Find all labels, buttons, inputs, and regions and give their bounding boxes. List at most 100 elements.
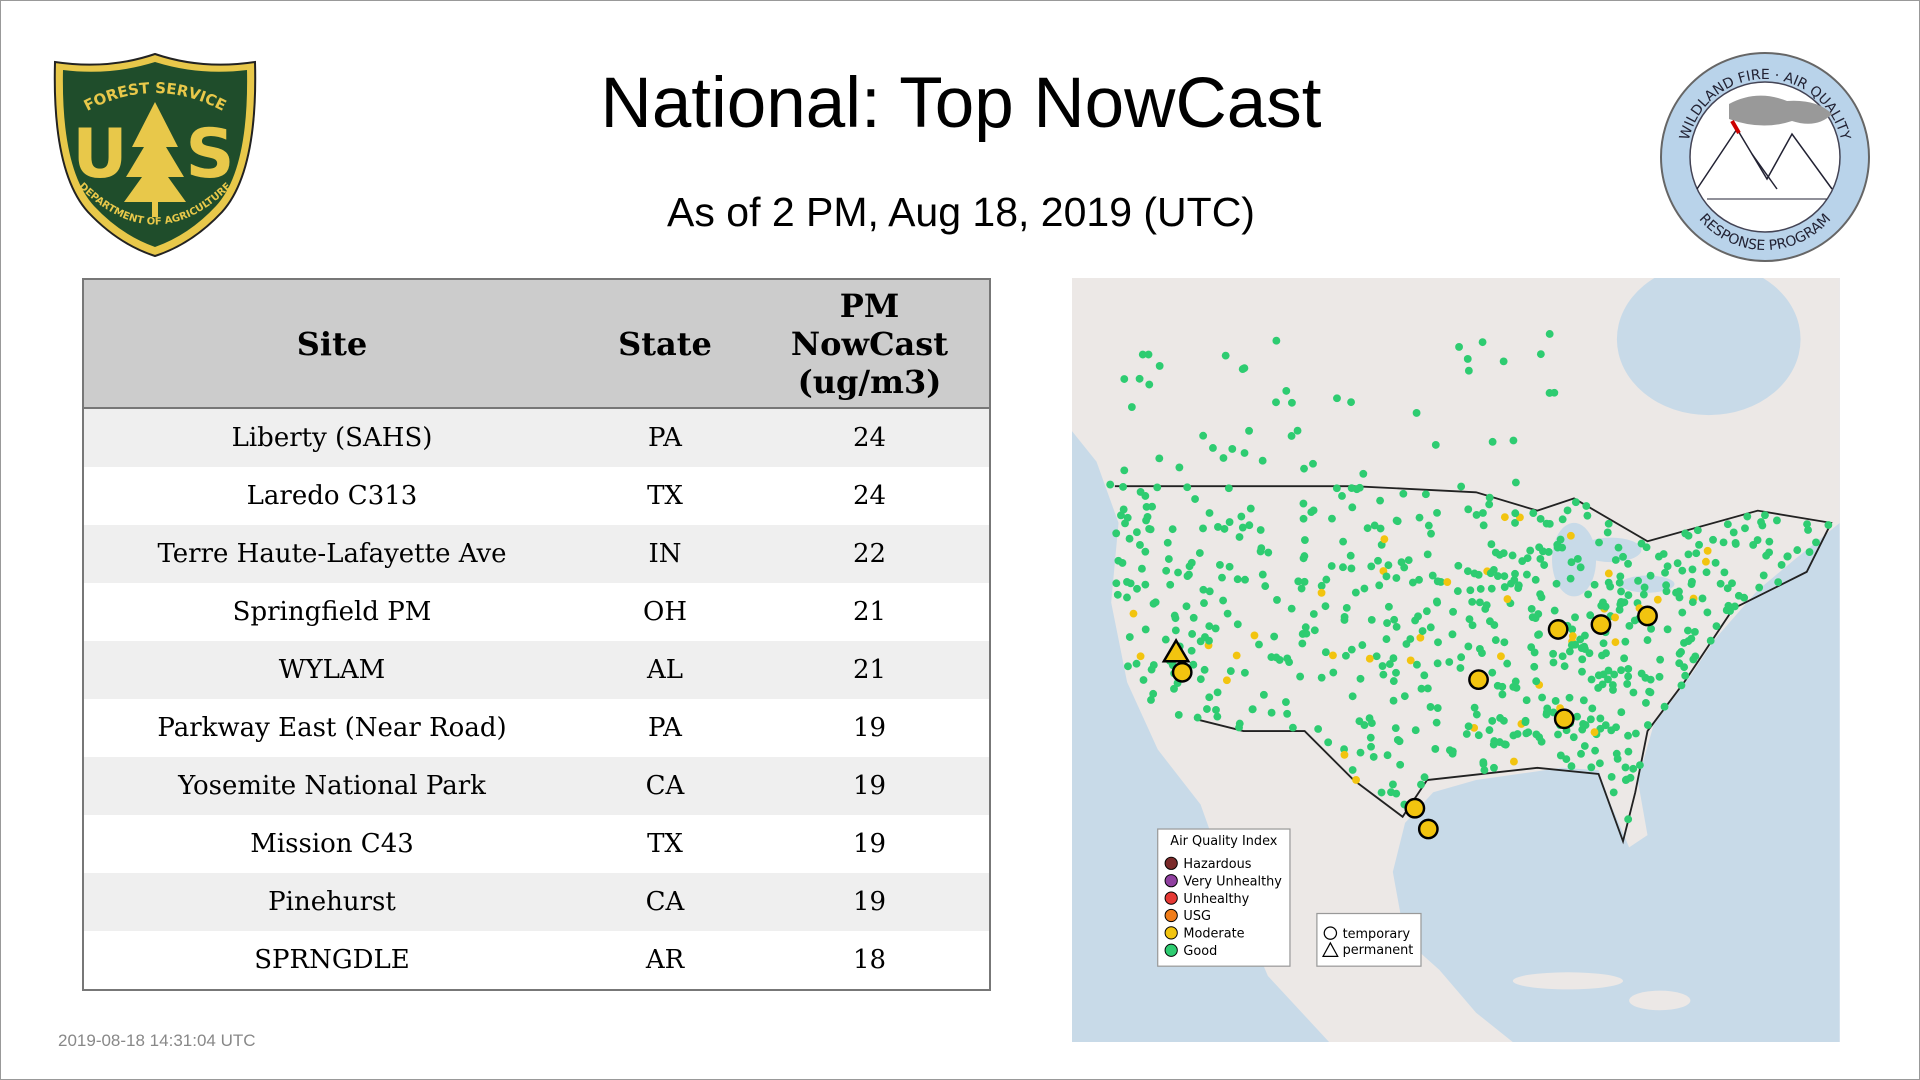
monitor-dot <box>1542 519 1551 528</box>
monitor-dot <box>1428 571 1437 580</box>
monitor-dot <box>1723 584 1732 593</box>
monitor-dot <box>1567 762 1576 771</box>
monitor-dot <box>1379 670 1388 679</box>
monitor-dot <box>1375 581 1384 590</box>
monitor-dot <box>1587 675 1596 684</box>
monitor-dot <box>1488 716 1497 725</box>
monitor-dot <box>1773 516 1781 525</box>
monitor-dot <box>1232 651 1241 660</box>
monitor-dot <box>1261 582 1270 591</box>
monitor-dot <box>1112 529 1121 538</box>
monitor-dot <box>1711 558 1720 567</box>
monitor-dot <box>1457 653 1466 662</box>
monitor-dot <box>1300 536 1309 544</box>
monitor-dot <box>1586 611 1595 620</box>
monitor-dot <box>1702 557 1710 566</box>
table-cell: PA <box>648 713 682 743</box>
monitor-dot <box>1288 723 1297 732</box>
monitor-dot <box>1449 607 1457 616</box>
monitor-dot <box>1634 576 1643 585</box>
monitor-dot <box>1472 511 1481 519</box>
monitor-dot <box>1488 668 1497 677</box>
shape-legend: temporary permanent <box>1316 912 1422 967</box>
monitor-dot <box>1125 534 1134 543</box>
monitor-dot <box>1534 610 1543 618</box>
table-row: Yosemite National Park CA 19 <box>84 757 989 815</box>
monitor-dot <box>1534 631 1542 639</box>
monitor-dot <box>1724 601 1733 610</box>
monitor-dot <box>1356 674 1365 683</box>
monitor-dot <box>1486 617 1494 626</box>
monitor-dot <box>1272 336 1281 345</box>
monitor-dot <box>1298 630 1307 638</box>
monitor-dot <box>1223 609 1232 618</box>
monitor-dot <box>1688 565 1697 574</box>
monitor-dot <box>1522 570 1531 579</box>
monitor-dot <box>1220 524 1229 533</box>
monitor-dot <box>1624 664 1633 673</box>
top-site-marker <box>1404 797 1426 819</box>
monitor-dot <box>1734 591 1743 600</box>
monitor-dot <box>1245 521 1254 530</box>
table-cell: AL <box>646 655 684 685</box>
monitor-dot <box>1530 648 1539 657</box>
monitor-dot <box>1490 763 1498 772</box>
monitor-dot <box>1532 677 1541 686</box>
monitor-dot <box>1500 740 1509 749</box>
monitor-dot <box>1396 760 1405 769</box>
monitor-dot <box>1757 518 1765 526</box>
monitor-dot <box>1486 569 1495 578</box>
monitor-dot <box>1293 426 1302 435</box>
monitor-dot <box>1339 537 1348 546</box>
monitor-dot <box>1317 581 1326 590</box>
monitor-dot <box>1360 584 1369 593</box>
monitor-dot <box>1327 562 1336 570</box>
monitor-dot <box>1723 520 1732 529</box>
legend-swatch <box>1164 891 1178 905</box>
monitor-dot <box>1424 521 1433 530</box>
monitor-dot <box>1602 649 1610 658</box>
monitor-dot <box>1620 654 1629 663</box>
monitor-dot <box>1542 708 1551 717</box>
monitor-dot <box>1656 655 1665 664</box>
monitor-dot <box>1141 547 1150 556</box>
monitor-dot <box>1300 552 1309 561</box>
monitor-dot <box>1684 550 1693 559</box>
table-cell: 19 <box>852 713 887 743</box>
monitor-dot <box>1153 483 1162 492</box>
monitor-dot <box>1503 595 1512 603</box>
monitor-dot <box>1393 735 1402 744</box>
monitor-dot <box>1162 566 1171 575</box>
table-row: SPRNGDLE AR 18 <box>84 931 989 989</box>
monitor-dot <box>1464 505 1473 514</box>
monitor-dot <box>1695 540 1703 549</box>
monitor-dot <box>1712 622 1721 631</box>
monitor-dot <box>1720 568 1729 577</box>
table-cell: 19 <box>852 829 887 859</box>
monitor-dot <box>1662 587 1671 596</box>
monitor-dot <box>1241 575 1249 584</box>
monitor-dot <box>1508 551 1517 560</box>
monitor-dot <box>1185 562 1194 571</box>
monitor-dot <box>1267 708 1276 717</box>
legend-label: Hazardous <box>1183 857 1251 872</box>
monitor-dot <box>1417 780 1425 789</box>
monitor-dot <box>1621 763 1630 772</box>
monitor-dot <box>1383 751 1392 760</box>
monitor-dot <box>1793 546 1802 555</box>
monitor-dot <box>1417 684 1426 693</box>
monitor-dot <box>1631 729 1640 738</box>
monitor-dot <box>1578 655 1587 664</box>
monitor-dot <box>1200 599 1208 608</box>
monitor-dot <box>1550 388 1559 397</box>
monitor-dot <box>1753 536 1762 544</box>
monitor-dot <box>1531 575 1540 584</box>
table-cell: IN <box>648 539 682 569</box>
monitor-dot <box>1380 535 1389 544</box>
monitor-dot <box>1218 573 1226 582</box>
monitor-dot <box>1586 715 1595 724</box>
monitor-dot <box>1324 738 1333 747</box>
monitor-dot <box>1427 529 1435 538</box>
monitor-dot <box>1568 625 1577 634</box>
monitor-dot <box>1224 484 1233 493</box>
